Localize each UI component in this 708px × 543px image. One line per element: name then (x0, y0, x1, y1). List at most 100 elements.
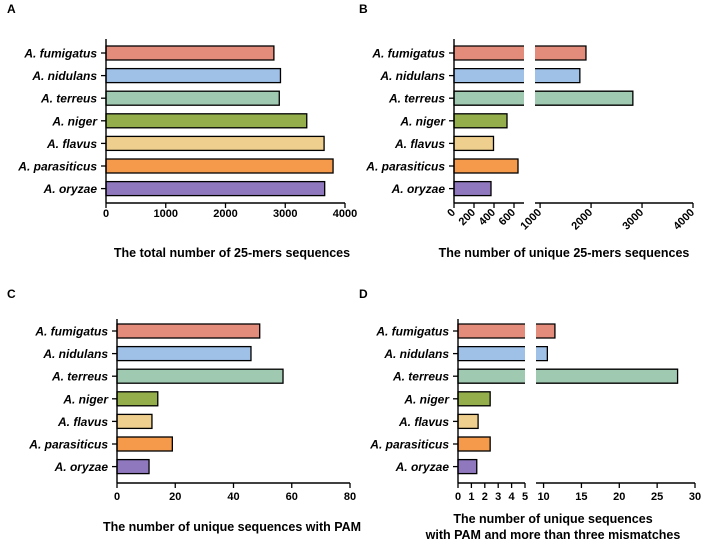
category-label-c: A. nidulans (42, 347, 108, 361)
bar-right-fill (536, 369, 678, 384)
category-label-b: A. fumigatus (371, 47, 445, 61)
category-label-a: A. oryzae (43, 182, 98, 196)
bar-left-fill (454, 91, 524, 106)
category-label-b: A. parasiticus (365, 160, 445, 174)
x-tick-label-d: 2 (482, 491, 488, 503)
category-label-d: A. flavus (398, 415, 449, 429)
x-axis-title-line2-d: with PAM and more than three mismatches (425, 528, 681, 542)
x-tick-label-a: 4000 (333, 208, 357, 220)
x-tick-label-b: 4000 (671, 207, 697, 233)
category-label-d: A. parasiticus (369, 438, 449, 452)
x-tick-label-a: 2000 (213, 208, 237, 220)
bar-left-fill (454, 46, 524, 60)
category-label-d: A. niger (403, 392, 450, 406)
bar-right-fill (535, 46, 586, 60)
bar-d (457, 323, 556, 339)
bar-b (453, 180, 492, 197)
x-tick-label-d: 1 (468, 491, 474, 503)
bar-right-outline (536, 345, 549, 362)
x-tick-label-c: 80 (344, 491, 356, 503)
x-tick-label-b: 400 (477, 207, 498, 228)
panel-letter-a: A (7, 2, 16, 16)
bar-left-fill (458, 324, 525, 338)
panel-letter-d: D (359, 287, 368, 301)
category-label-b: A. nidulans (379, 69, 445, 83)
bar-c (116, 368, 284, 384)
bar-c (116, 345, 252, 362)
bar-right-fill (535, 91, 633, 106)
bar-a (105, 113, 308, 129)
bar-a (105, 135, 325, 152)
bar-right-fill (536, 346, 548, 361)
x-tick-label-b: 600 (497, 207, 518, 228)
category-label-a: A. nidulans (31, 69, 97, 83)
bar-right-outline (535, 90, 634, 106)
bar-right-fill (536, 324, 555, 338)
bar-right-outline (536, 368, 679, 384)
x-tick-label-b: 2000 (569, 207, 595, 233)
category-label-a: A. parasiticus (17, 160, 97, 174)
category-label-a: A. fumigatus (23, 47, 97, 61)
x-axis-title-line1-d: The number of unique sequences (453, 512, 652, 526)
x-tick-label-c: 0 (114, 491, 120, 503)
bar-c (116, 458, 150, 475)
x-tick-label-d: 4 (509, 491, 516, 503)
category-label-c: A. parasiticus (28, 438, 108, 452)
panel-letter-b: B (359, 2, 368, 16)
bar-c (116, 323, 261, 339)
x-tick-label-b: 200 (457, 207, 478, 228)
category-label-b: A. terreus (388, 92, 445, 106)
bar-left-fill (458, 346, 525, 361)
panel-letter-c: C (7, 287, 16, 301)
x-tick-label-d: 3 (495, 491, 501, 503)
category-label-b: A. flavus (394, 137, 445, 151)
bar-b (453, 67, 581, 84)
bar-right-outline (535, 67, 581, 84)
bar-d (457, 391, 491, 407)
bar-left-fill (454, 68, 524, 83)
category-label-a: A. niger (51, 114, 98, 128)
bar-right-outline (535, 45, 587, 61)
bar-right-outline (536, 323, 556, 339)
category-label-d: A. nidulans (383, 347, 449, 361)
category-label-c: A. terreus (51, 370, 108, 384)
x-tick-label-d: 25 (651, 491, 663, 503)
x-tick-label-a: 1000 (154, 208, 178, 220)
x-tick-label-d: 10 (537, 491, 549, 503)
bar-b (453, 113, 508, 129)
category-label-d: A. fumigatus (375, 325, 449, 339)
x-tick-label-b: 3000 (620, 207, 646, 233)
category-label-a: A. flavus (46, 137, 97, 151)
x-tick-label-c: 40 (227, 491, 239, 503)
bar-d (457, 345, 549, 362)
bar-d (457, 436, 491, 452)
bar-c (116, 436, 173, 452)
category-label-b: A. oryzae (391, 182, 446, 196)
bar-a (105, 180, 326, 197)
x-axis-title-b: The number of unique 25-mers sequences (439, 246, 690, 260)
x-tick-label-c: 60 (286, 491, 298, 503)
bar-right-fill (535, 68, 580, 83)
bar-a (105, 45, 275, 61)
bar-b (453, 90, 634, 106)
x-axis-title-c: The number of unique sequences with PAM (103, 520, 361, 534)
bar-a (105, 158, 334, 174)
bar-d (457, 413, 479, 430)
category-label-d: A. terreus (392, 370, 449, 384)
bar-b (453, 158, 519, 174)
x-tick-label-b: 1000 (518, 207, 544, 233)
bar-c (116, 391, 159, 407)
x-tick-label-d: 20 (613, 491, 625, 503)
x-tick-label-b: 0 (445, 207, 458, 220)
bar-a (105, 90, 280, 106)
x-tick-label-d: 15 (575, 491, 587, 503)
bar-b (453, 45, 587, 61)
category-label-d: A. oryzae (395, 460, 450, 474)
bar-a (105, 67, 282, 84)
x-tick-label-d: 5 (522, 491, 528, 503)
category-label-c: A. oryzae (54, 460, 109, 474)
x-tick-label-d: 0 (455, 491, 461, 503)
bar-d (457, 458, 478, 475)
x-tick-label-a: 0 (103, 208, 109, 220)
